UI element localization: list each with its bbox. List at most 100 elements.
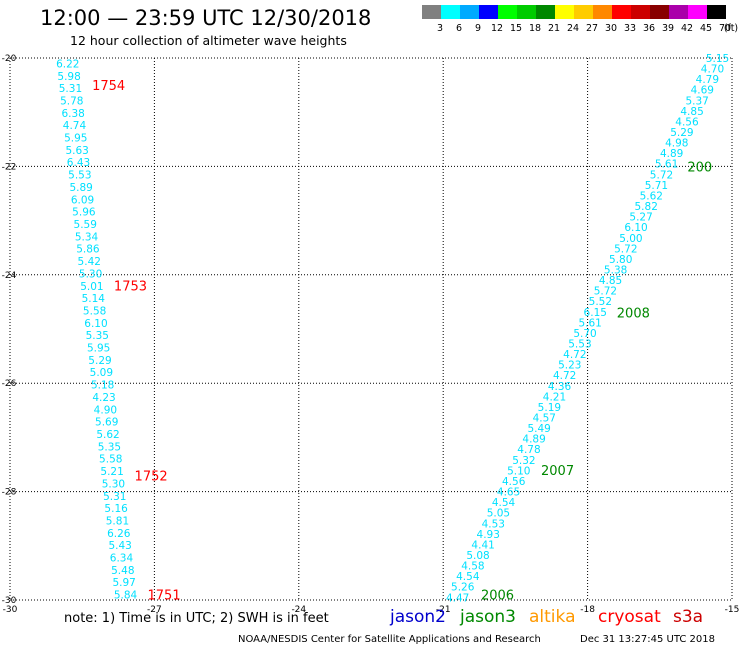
swh-value-label: 5.21 — [100, 466, 123, 478]
pass-time-label: 1752 — [135, 469, 168, 484]
swh-value-label: 5.62 — [640, 190, 663, 202]
swh-value-label: 4.89 — [660, 148, 683, 160]
swh-value-label: 5.71 — [645, 180, 668, 192]
x-tick-label: -27 — [147, 605, 162, 615]
y-tick-label: -30 — [2, 596, 17, 606]
swh-value-label: 5.82 — [635, 201, 658, 213]
swh-value-label: 5.95 — [87, 343, 110, 355]
y-tick-label: -24 — [2, 271, 17, 281]
pass-time-label: 1754 — [92, 79, 125, 94]
colorbar-swatch — [688, 5, 707, 19]
swh-value-label: 4.74 — [63, 120, 87, 132]
pass-time-label: 1753 — [114, 280, 147, 295]
pass-time-label: 200 — [687, 160, 712, 175]
y-tick-label: -28 — [2, 488, 17, 498]
swh-value-label: 5.95 — [64, 133, 87, 145]
swh-value-label: 4.78 — [517, 444, 540, 456]
colorbar-label: 36 — [642, 23, 656, 34]
swh-value-label: 5.53 — [68, 170, 91, 182]
swh-value-label: 4.79 — [696, 74, 719, 86]
swh-value-label: 5.69 — [95, 417, 118, 429]
swh-value-label: 5.78 — [60, 95, 83, 107]
swh-value-label: 5.49 — [527, 423, 550, 435]
swh-value-label: 4.65 — [497, 487, 520, 499]
satellite-legend-jason2: jason2 — [390, 607, 446, 627]
swh-value-label: 6.22 — [56, 58, 79, 70]
swh-value-label: 5.58 — [83, 305, 106, 317]
swh-value-label: 6.10 — [84, 318, 107, 330]
swh-value-label: 5.29 — [670, 127, 693, 139]
swh-value-label: 4.69 — [691, 85, 714, 97]
swh-value-label: 5.09 — [90, 367, 113, 379]
pass-time-label: 1751 — [148, 589, 181, 604]
swh-value-label: 5.86 — [76, 244, 100, 256]
colorbar-label: 33 — [623, 23, 637, 34]
colorbar-label: 42 — [680, 23, 694, 34]
colorbar-label: 21 — [547, 23, 561, 34]
swh-value-label: 4.90 — [94, 404, 117, 416]
swh-value-label: 6.34 — [110, 553, 134, 565]
colorbar-unit: (ft) — [723, 23, 739, 34]
credit-text: NOAA/NESDIS Center for Satellite Applica… — [238, 634, 541, 645]
swh-value-label: 4.85 — [599, 275, 622, 287]
swh-value-label: 5.34 — [75, 231, 99, 243]
colorbar-swatch — [612, 5, 631, 19]
time-labels: 1754 1753 1752 1751 2006 2007 2008 200 — [92, 79, 712, 603]
satellite-legend-s3a: s3a — [673, 607, 704, 627]
swh-value-label: 5.96 — [72, 207, 96, 219]
swh-value-label: 4.89 — [522, 434, 545, 446]
colorbar-swatch — [536, 5, 555, 19]
swh-value-label: 5.30 — [102, 478, 125, 490]
swh-value-label: 5.53 — [568, 339, 591, 351]
swh-value-label: 5.63 — [65, 145, 88, 157]
swh-value-label: 5.15 — [706, 53, 729, 65]
colorbar-swatch — [441, 5, 460, 19]
swh-value-label: 5.43 — [108, 540, 131, 552]
swh-value-label: 4.47 — [446, 592, 469, 604]
colorbar-label: 15 — [509, 23, 523, 34]
swh-value-label: 5.70 — [573, 328, 596, 340]
x-tick-label: -18 — [580, 605, 595, 615]
swh-value-label: 5.32 — [512, 455, 535, 467]
swh-value-label: 5.72 — [614, 243, 637, 255]
swh-value-label: 4.98 — [665, 138, 688, 150]
satellite-legend-jason3: jason3 — [460, 607, 516, 627]
swh-value-label: 4.70 — [701, 64, 724, 76]
swh-value-label: 5.00 — [619, 233, 642, 245]
swh-value-label: 4.41 — [471, 539, 494, 551]
colorbar-label: 45 — [699, 23, 713, 34]
swh-value-label: 5.84 — [114, 590, 138, 602]
satellite-legend-cryosat: cryosat — [598, 607, 661, 627]
swh-value-label: 5.81 — [106, 515, 129, 527]
colorbar-label: 9 — [474, 23, 482, 34]
track-values: 6.225.985.315.786.384.745.955.636.435.53… — [56, 53, 729, 604]
generation-timestamp: Dec 31 13:27:45 UTC 2018 — [580, 634, 715, 645]
swh-value-label: 6.38 — [61, 108, 84, 120]
x-tick-label: -21 — [436, 605, 451, 615]
colorbar-swatch — [422, 5, 441, 19]
swh-value-label: 5.29 — [88, 355, 111, 367]
y-tick-label: -20 — [2, 54, 17, 64]
swh-value-label: 5.30 — [79, 268, 102, 280]
swh-value-label: 5.27 — [629, 212, 652, 224]
swh-value-label: 4.58 — [461, 561, 484, 573]
swh-value-label: 4.72 — [553, 370, 576, 382]
swh-value-label: 4.21 — [543, 391, 566, 403]
swh-value-label: 5.05 — [487, 508, 510, 520]
pass-time-label: 2006 — [481, 589, 514, 604]
x-tick-label: -30 — [3, 605, 18, 615]
colorbar-label: 39 — [661, 23, 675, 34]
colorbar-label: 27 — [585, 23, 599, 34]
swh-value-label: 5.10 — [507, 465, 530, 477]
swh-value-label: 5.97 — [112, 577, 135, 589]
colorbar-swatch — [593, 5, 612, 19]
swh-value-label: 4.54 — [456, 571, 480, 583]
swh-value-label: 4.36 — [548, 381, 572, 393]
swh-value-label: 5.48 — [111, 565, 134, 577]
swh-value-label: 5.37 — [685, 95, 708, 107]
swh-value-label: 5.58 — [99, 454, 122, 466]
colorbar-swatch — [631, 5, 650, 19]
swh-value-label: 6.26 — [107, 528, 131, 540]
pass-time-label: 2007 — [541, 464, 574, 479]
